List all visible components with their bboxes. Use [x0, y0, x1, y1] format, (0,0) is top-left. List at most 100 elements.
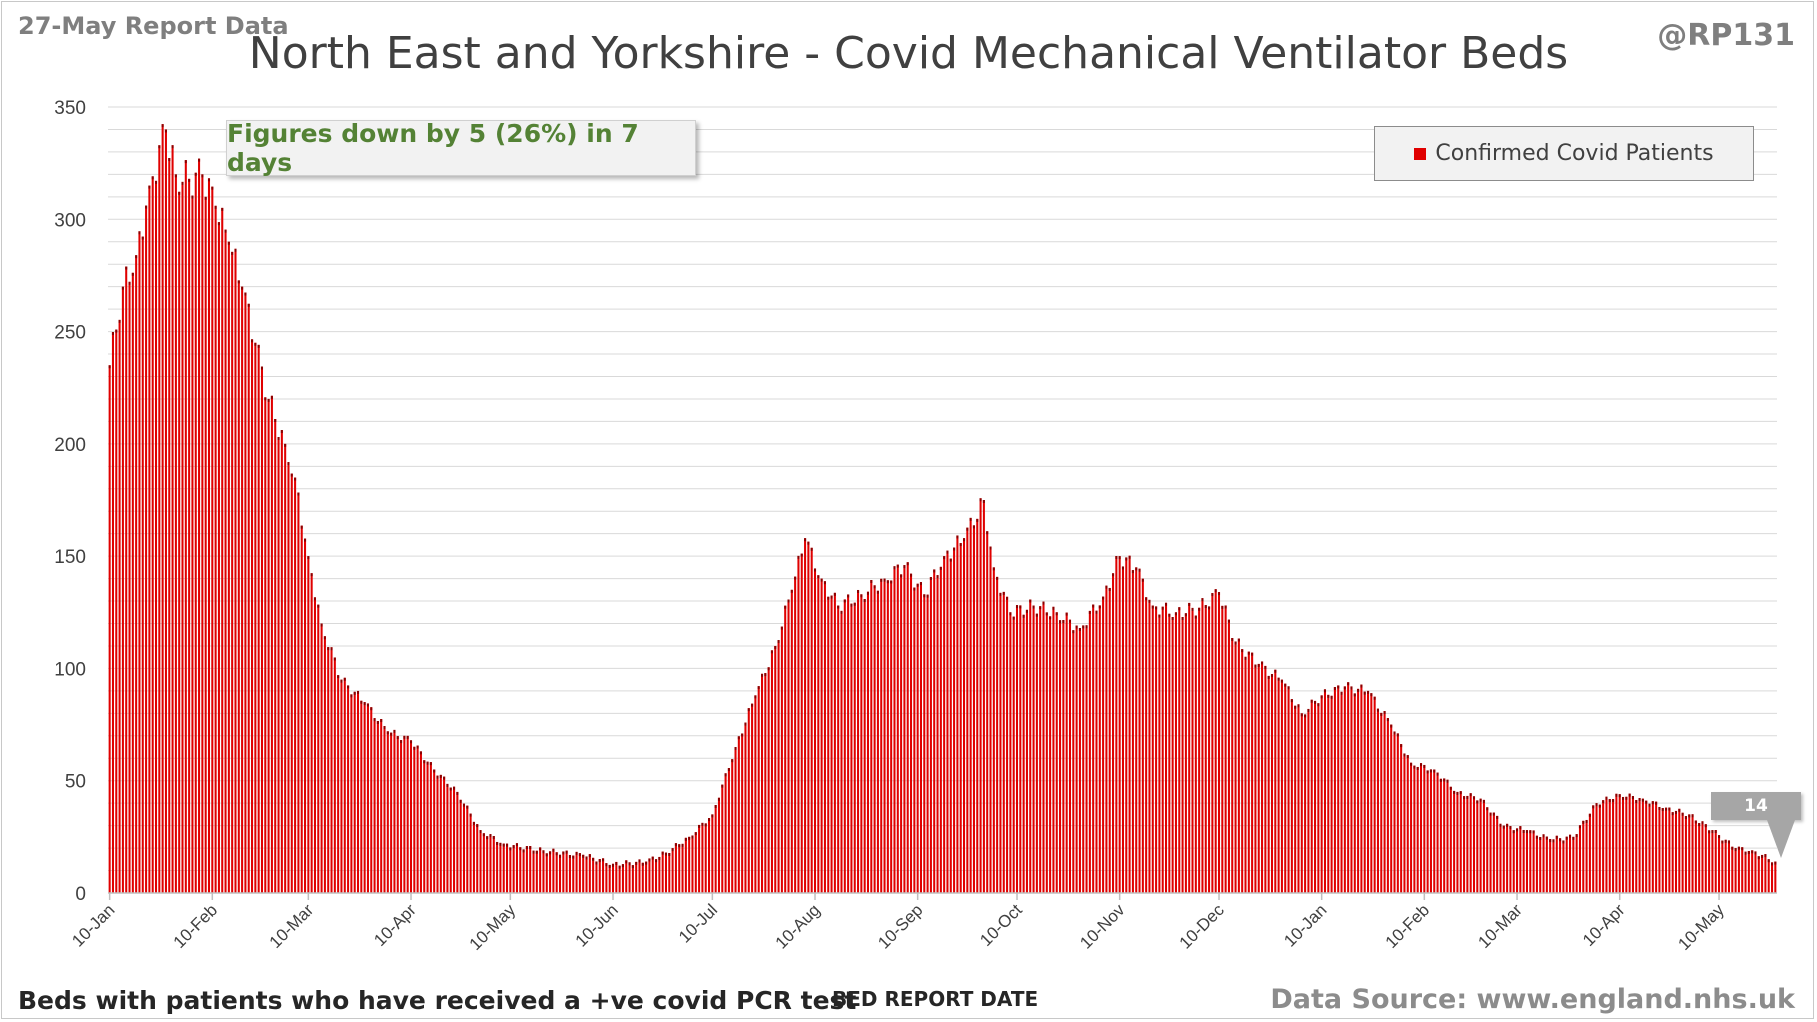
bar	[125, 266, 128, 893]
bar	[466, 805, 469, 893]
bar-cap	[320, 623, 323, 627]
bar	[1261, 661, 1264, 893]
bar	[1661, 808, 1664, 893]
bar-cap	[1065, 612, 1068, 616]
bar-cap	[717, 797, 720, 801]
bar-cap	[1771, 862, 1774, 866]
bar-cap	[231, 251, 234, 255]
bar-cap	[708, 818, 711, 822]
x-axis-title: BED REPORT DATE	[832, 987, 1039, 1011]
bar-cap	[1367, 690, 1370, 694]
bar-cap	[754, 695, 757, 699]
bar-cap	[1112, 573, 1115, 577]
bar-cap	[764, 673, 767, 677]
bar-cap	[532, 850, 535, 854]
bar-cap	[194, 172, 197, 176]
bar	[121, 286, 124, 893]
bar-cap	[959, 543, 962, 547]
bar-cap	[164, 129, 167, 133]
bar	[1194, 615, 1197, 893]
bar	[224, 229, 227, 893]
bar-cap	[1701, 821, 1704, 825]
bar-cap	[681, 843, 684, 847]
bar	[1423, 764, 1426, 893]
bar-cap	[820, 578, 823, 582]
bar	[780, 626, 783, 893]
bar	[992, 567, 995, 893]
bar	[1641, 798, 1644, 893]
bar-cap	[1098, 605, 1101, 609]
bar	[1307, 708, 1310, 893]
bar	[1221, 605, 1224, 893]
bar-cap	[1247, 651, 1250, 655]
bar-cap	[910, 573, 913, 577]
bar	[154, 180, 158, 893]
bar	[1506, 823, 1509, 893]
bar	[1244, 656, 1247, 893]
bar	[1754, 851, 1757, 893]
bar	[641, 862, 644, 893]
bar-cap	[515, 843, 518, 847]
bar	[277, 437, 280, 893]
bar-cap	[1128, 555, 1131, 559]
bar-cap	[1370, 693, 1373, 697]
bar	[383, 726, 386, 893]
bar	[1376, 708, 1379, 893]
bar	[1655, 801, 1658, 893]
bar-cap	[257, 344, 260, 348]
bar	[618, 865, 621, 893]
bar	[1085, 625, 1088, 893]
bar-cap	[1267, 675, 1270, 679]
bar	[1112, 573, 1115, 893]
bar-cap	[1105, 585, 1108, 589]
bar	[1330, 695, 1333, 893]
bar	[1158, 614, 1161, 893]
bar	[1121, 566, 1124, 893]
bar	[1135, 567, 1138, 893]
bar	[651, 856, 654, 893]
bar-cap	[1592, 805, 1595, 809]
bar-cap	[1393, 731, 1396, 735]
bar	[605, 863, 608, 893]
bar-cap	[618, 865, 621, 869]
bar-cap	[436, 775, 439, 779]
bar	[1300, 713, 1303, 893]
bar-cap	[1506, 823, 1509, 827]
bar-cap	[1774, 861, 1777, 865]
bar-cap	[966, 527, 969, 531]
bar-cap	[1068, 619, 1072, 623]
bar-cap	[1198, 607, 1201, 611]
bar	[900, 574, 903, 893]
bar	[678, 844, 681, 893]
bar	[691, 835, 694, 893]
bar	[1098, 605, 1101, 893]
bar-cap	[1555, 835, 1558, 839]
bar-cap	[1661, 808, 1664, 812]
bar	[1525, 830, 1528, 893]
bar-cap	[360, 700, 363, 704]
bar	[356, 690, 360, 893]
bar	[625, 860, 628, 893]
bar-cap	[383, 726, 386, 730]
x-tick-label: 10-Sep	[874, 900, 926, 952]
bar	[1761, 854, 1764, 893]
bar-cap	[317, 604, 320, 608]
bar-cap	[1155, 606, 1158, 610]
bar-cap	[118, 319, 121, 323]
x-tick-label: 10-Feb	[1382, 900, 1434, 952]
bar-cap	[1724, 839, 1727, 843]
bar-cap	[1582, 820, 1585, 824]
bar-cap	[741, 733, 744, 737]
x-tick-label: 10-Oct	[976, 900, 1026, 950]
bar-cap	[1337, 685, 1340, 689]
bar-cap	[1052, 606, 1055, 610]
bar	[582, 854, 585, 893]
bar	[1184, 613, 1187, 893]
bar-cap	[1174, 612, 1177, 616]
bar	[1741, 847, 1744, 893]
bar-cap	[1615, 793, 1618, 797]
bar	[1681, 812, 1684, 893]
bar-cap	[1751, 850, 1754, 854]
bar	[1198, 607, 1201, 893]
bar	[873, 585, 876, 893]
